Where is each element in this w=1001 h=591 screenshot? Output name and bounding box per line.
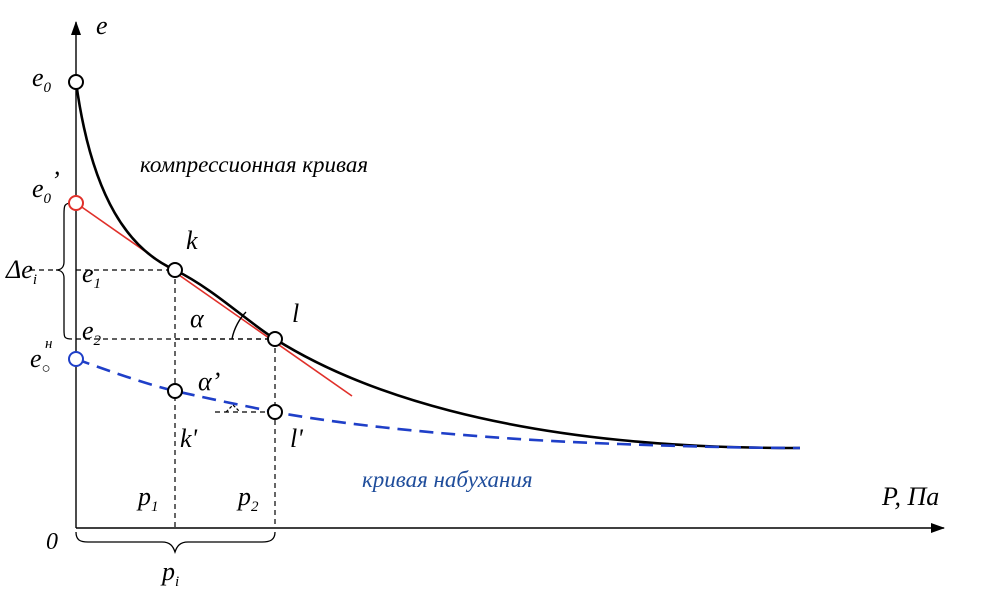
compression-curve — [74, 81, 801, 450]
point-k-prime-label: k' — [180, 424, 198, 453]
e0-n-label: e○ — [30, 344, 51, 377]
origin-label: 0 — [46, 529, 58, 555]
e0-n-superscript: н — [45, 336, 52, 352]
swelling-curve — [75, 357, 801, 450]
pi-label: pi — [160, 557, 179, 590]
p1-label: p1 — [136, 482, 159, 515]
point-l-prime-label: l' — [290, 424, 303, 453]
point-l-prime — [267, 404, 283, 420]
swelling-curve-label: кривая набухания — [362, 467, 533, 492]
e1-label: e1 — [82, 259, 101, 292]
point-k-label: k — [186, 226, 198, 255]
p2-label: p2 — [236, 482, 259, 515]
alpha-label: α — [190, 304, 205, 333]
point-l-label: l — [292, 299, 299, 328]
x-axis-label: P, Па — [881, 482, 939, 511]
alpha-angle-arc — [231, 311, 247, 340]
e2-label: e2 — [82, 316, 102, 349]
point-e0-prime — [68, 195, 84, 211]
point-l — [267, 331, 283, 347]
compression-curve-label: компрессионная кривая — [140, 152, 368, 177]
tangent-line — [75, 202, 353, 397]
point-e0 — [68, 74, 84, 90]
alpha-prime-label: α’ — [198, 367, 220, 396]
delta-ei-label: Δei — [5, 255, 37, 288]
point-e0-n — [68, 351, 84, 367]
e0-prime-label: e0’ — [32, 166, 60, 207]
point-k — [167, 262, 183, 278]
point-k-prime — [167, 383, 183, 399]
y-axis-label: e — [96, 11, 108, 40]
pi-brace — [75, 531, 276, 555]
delta-ei-brace — [55, 202, 73, 340]
e0-label: e0 — [32, 63, 52, 96]
alpha-prime-angle-arc — [225, 404, 241, 413]
